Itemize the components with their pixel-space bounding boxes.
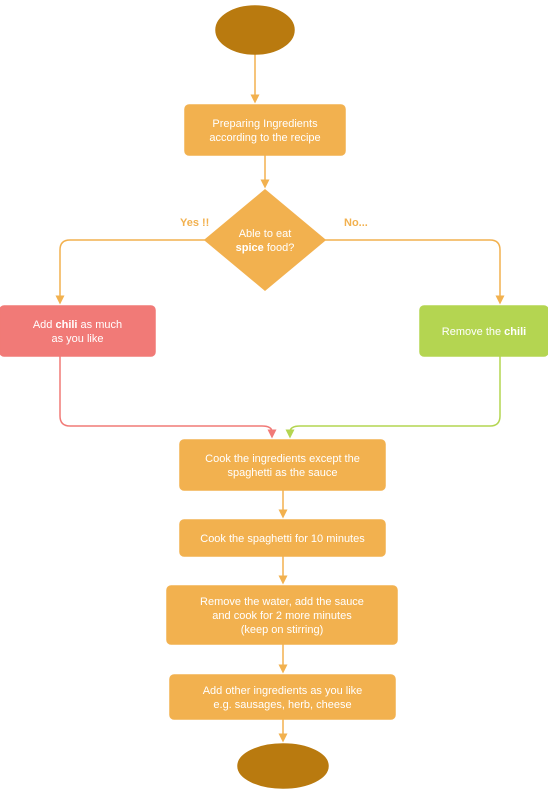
- decision-text-1: spice food?: [236, 242, 295, 254]
- decision-text-0: Able to eat: [239, 228, 292, 240]
- add_other-text-1: e.g. sausages, herb, cheese: [213, 699, 351, 711]
- prep: [185, 105, 345, 155]
- remove_water-text-0: Remove the water, add the sauce: [200, 596, 364, 608]
- edge-remove_chili-cook_sauce: [290, 356, 500, 434]
- flowchart-canvas: Preparing Ingredients according to the re…: [0, 0, 548, 801]
- end: [238, 744, 328, 788]
- prep-text-0: Preparing Ingredients: [212, 118, 318, 130]
- add_chili-text-1: as you like: [52, 333, 104, 345]
- remove_water-text-2: (keep on stirring): [241, 624, 324, 636]
- cook_sauce-text-0: Cook the ingredients except the: [205, 453, 360, 465]
- remove_water-text-1: and cook for 2 more minutes: [212, 610, 352, 622]
- cook_spaghetti-text-0: Cook the spaghetti for 10 minutes: [200, 533, 365, 545]
- remove_chili-text-0: Remove the chili: [442, 326, 526, 338]
- edge-decision-add_chili: [60, 240, 205, 300]
- start: [216, 6, 294, 54]
- no_label: No...: [344, 217, 368, 229]
- cook_sauce-text-1: spaghetti as the sauce: [227, 467, 337, 479]
- add_other: [170, 675, 395, 719]
- add_other-text-0: Add other ingredients as you like: [203, 685, 363, 697]
- prep-text-1: according to the recipe: [209, 132, 320, 144]
- add_chili: [0, 306, 155, 356]
- cook_sauce: [180, 440, 385, 490]
- add_chili-text-0: Add chili as much: [33, 319, 122, 331]
- yes_label: Yes !!: [180, 217, 209, 229]
- edge-decision-remove_chili: [325, 240, 500, 300]
- edge-add_chili-cook_sauce: [60, 356, 272, 434]
- decision: [205, 190, 325, 290]
